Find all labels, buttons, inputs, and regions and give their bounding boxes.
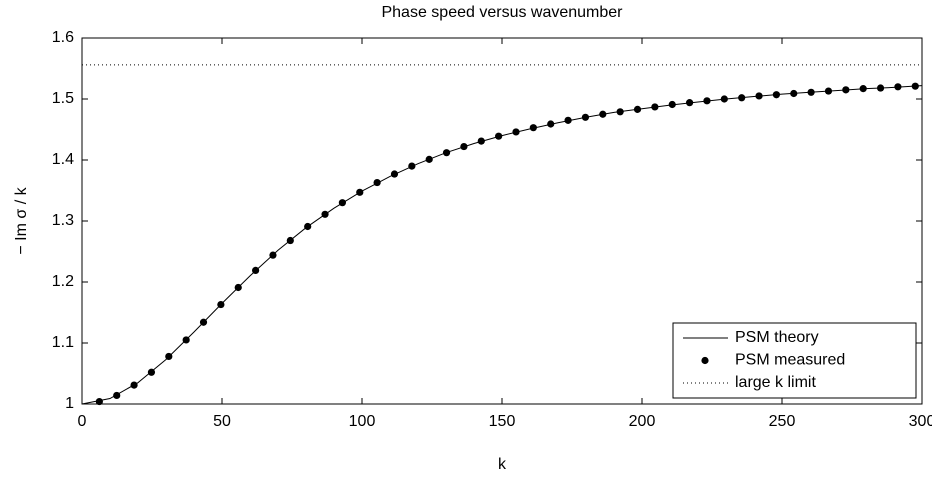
data-point <box>738 94 746 102</box>
data-point <box>842 86 850 94</box>
y-tick-label: 1.1 <box>52 334 74 351</box>
data-point <box>460 142 468 151</box>
data-point <box>269 251 277 259</box>
data-point <box>686 99 694 107</box>
data-point <box>512 128 520 136</box>
data-point <box>564 116 572 124</box>
data-point <box>668 100 676 109</box>
legend-label: PSM theory <box>735 329 819 346</box>
data-point <box>720 95 728 103</box>
data-point <box>599 110 607 118</box>
data-point <box>547 120 555 128</box>
data-point <box>703 97 711 105</box>
data-point <box>859 85 867 93</box>
data-point <box>876 84 885 92</box>
x-axis-label: k <box>498 456 507 473</box>
data-point <box>113 391 121 400</box>
data-point <box>95 397 103 406</box>
data-point <box>425 155 433 163</box>
data-point <box>286 236 294 245</box>
data-point <box>338 199 346 207</box>
data-point <box>304 222 312 231</box>
y-tick-label: 1.4 <box>52 151 74 168</box>
data-point <box>477 137 485 145</box>
data-point <box>373 178 381 187</box>
legend-label: PSM measured <box>735 352 845 369</box>
y-tick-label: 1.2 <box>52 273 74 290</box>
x-tick-label: 300 <box>909 413 932 430</box>
legend-box <box>672 322 917 399</box>
data-point <box>633 105 642 113</box>
data-point <box>495 132 503 140</box>
data-point <box>217 300 225 309</box>
data-point <box>807 88 815 96</box>
data-point <box>130 381 138 389</box>
data-point <box>581 113 590 121</box>
data-point <box>147 368 156 376</box>
data-point <box>321 210 329 218</box>
data-point <box>234 283 242 292</box>
x-tick-label: 0 <box>78 413 87 430</box>
y-tick-label: 1 <box>65 395 74 412</box>
x-tick-label: 250 <box>769 413 796 430</box>
data-point <box>199 318 208 326</box>
data-point <box>442 149 451 157</box>
y-tick-label: 1.5 <box>52 90 74 107</box>
data-point <box>911 82 919 90</box>
x-tick-label: 200 <box>629 413 656 430</box>
data-point <box>824 87 833 95</box>
x-tick-label: 100 <box>349 413 376 430</box>
x-tick-label: 150 <box>489 413 516 430</box>
data-point <box>651 103 659 111</box>
data-point <box>408 162 416 170</box>
y-tick-label: 1.6 <box>52 29 74 46</box>
y-axis-label: − Im σ / k <box>13 186 30 254</box>
data-point <box>390 170 399 178</box>
data-point <box>616 108 624 116</box>
data-point <box>894 83 902 91</box>
data-point <box>356 188 364 196</box>
legend-label: large k limit <box>735 374 816 391</box>
data-point <box>529 124 537 132</box>
x-tick-label: 50 <box>213 413 231 430</box>
data-point <box>772 91 781 99</box>
data-point <box>252 266 260 275</box>
data-point <box>165 352 173 361</box>
y-tick-label: 1.3 <box>52 212 74 229</box>
legend-marker <box>701 356 709 365</box>
chart-title: Phase speed versus wavenumber <box>381 4 623 21</box>
data-point <box>790 89 798 98</box>
data-point <box>755 92 763 100</box>
data-point <box>182 336 190 344</box>
